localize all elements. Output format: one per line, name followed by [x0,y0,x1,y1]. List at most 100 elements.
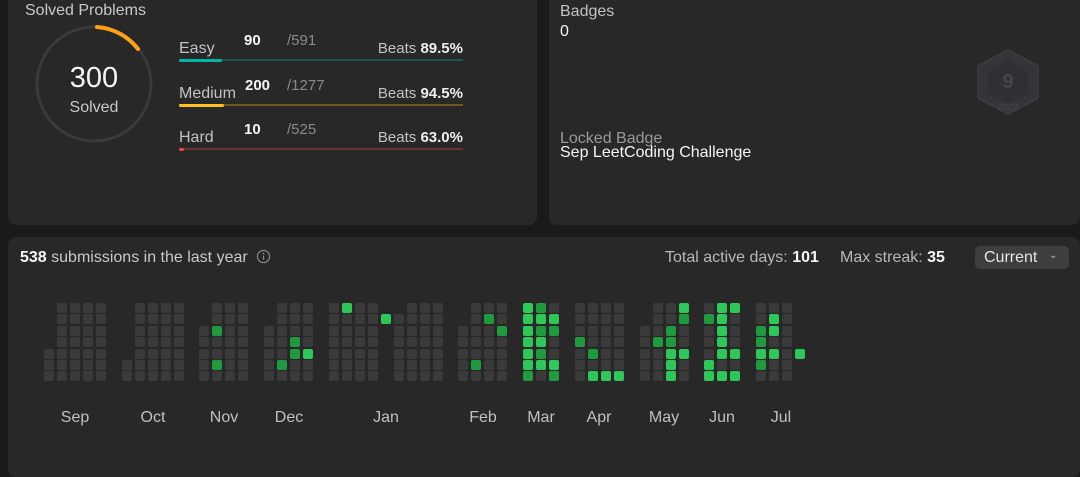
heatmap-day-cell[interactable] [44,360,54,370]
heatmap-day-cell[interactable] [575,371,585,381]
heatmap-day-cell[interactable] [212,360,222,370]
heatmap-day-cell[interactable] [161,349,171,359]
heatmap-day-cell[interactable] [161,337,171,347]
heatmap-day-cell[interactable] [614,314,624,324]
heatmap-day-cell[interactable] [704,303,714,313]
heatmap-day-cell[interactable] [471,303,481,313]
heatmap-day-cell[interactable] [290,360,300,370]
heatmap-day-cell[interactable] [342,337,352,347]
heatmap-day-cell[interactable] [44,371,54,381]
heatmap-day-cell[interactable] [433,371,443,381]
heatmap-day-cell[interactable] [614,337,624,347]
heatmap-day-cell[interactable] [679,360,689,370]
heatmap-day-cell[interactable] [238,360,248,370]
heatmap-day-cell[interactable] [225,349,235,359]
heatmap-day-cell[interactable] [549,326,559,336]
heatmap-day-cell[interactable] [290,314,300,324]
heatmap-day-cell[interactable] [484,349,494,359]
heatmap-day-cell[interactable] [135,303,145,313]
heatmap-day-cell[interactable] [212,303,222,313]
heatmap-day-cell[interactable] [497,371,507,381]
heatmap-day-cell[interactable] [70,326,80,336]
heatmap-day-cell[interactable] [83,360,93,370]
heatmap-day-cell[interactable] [264,326,274,336]
heatmap-day-cell[interactable] [666,303,676,313]
heatmap-day-cell[interactable] [588,371,598,381]
heatmap-day-cell[interactable] [148,326,158,336]
heatmap-day-cell[interactable] [238,337,248,347]
heatmap-day-cell[interactable] [161,360,171,370]
heatmap-day-cell[interactable] [135,326,145,336]
heatmap-day-cell[interactable] [342,314,352,324]
heatmap-day-cell[interactable] [433,349,443,359]
heatmap-day-cell[interactable] [161,314,171,324]
heatmap-day-cell[interactable] [420,303,430,313]
heatmap-day-cell[interactable] [458,360,468,370]
heatmap-day-cell[interactable] [148,303,158,313]
heatmap-day-cell[interactable] [174,371,184,381]
heatmap-day-cell[interactable] [756,349,766,359]
heatmap-day-cell[interactable] [342,360,352,370]
heatmap-day-cell[interactable] [536,326,546,336]
heatmap-day-cell[interactable] [458,337,468,347]
heatmap-day-cell[interactable] [588,360,598,370]
heatmap-day-cell[interactable] [225,360,235,370]
heatmap-day-cell[interactable] [575,349,585,359]
heatmap-day-cell[interactable] [769,326,779,336]
heatmap-day-cell[interactable] [458,326,468,336]
heatmap-day-cell[interactable] [368,314,378,324]
heatmap-day-cell[interactable] [756,360,766,370]
heatmap-day-cell[interactable] [394,349,404,359]
heatmap-day-cell[interactable] [355,303,365,313]
heatmap-day-cell[interactable] [394,371,404,381]
heatmap-day-cell[interactable] [497,326,507,336]
heatmap-day-cell[interactable] [174,349,184,359]
heatmap-day-cell[interactable] [497,349,507,359]
heatmap-day-cell[interactable] [368,337,378,347]
heatmap-day-cell[interactable] [679,326,689,336]
heatmap-day-cell[interactable] [342,349,352,359]
heatmap-day-cell[interactable] [717,314,727,324]
heatmap-day-cell[interactable] [575,360,585,370]
heatmap-day-cell[interactable] [368,360,378,370]
heatmap-day-cell[interactable] [96,326,106,336]
heatmap-day-cell[interactable] [666,337,676,347]
heatmap-day-cell[interactable] [523,303,533,313]
heatmap-day-cell[interactable] [277,303,287,313]
heatmap-day-cell[interactable] [199,326,209,336]
heatmap-day-cell[interactable] [303,303,313,313]
heatmap-day-cell[interactable] [96,371,106,381]
heatmap-day-cell[interactable] [730,371,740,381]
info-icon[interactable] [256,249,271,264]
heatmap-day-cell[interactable] [523,371,533,381]
heatmap-day-cell[interactable] [536,337,546,347]
heatmap-day-cell[interactable] [238,326,248,336]
heatmap-day-cell[interactable] [70,303,80,313]
heatmap-day-cell[interactable] [368,349,378,359]
heatmap-day-cell[interactable] [394,337,404,347]
heatmap-day-cell[interactable] [640,360,650,370]
heatmap-day-cell[interactable] [199,371,209,381]
heatmap-day-cell[interactable] [303,314,313,324]
heatmap-day-cell[interactable] [756,337,766,347]
heatmap-day-cell[interactable] [717,303,727,313]
heatmap-day-cell[interactable] [407,314,417,324]
heatmap-day-cell[interactable] [70,337,80,347]
heatmap-day-cell[interactable] [536,349,546,359]
heatmap-day-cell[interactable] [484,326,494,336]
heatmap-day-cell[interactable] [135,314,145,324]
heatmap-day-cell[interactable] [342,326,352,336]
heatmap-day-cell[interactable] [588,314,598,324]
heatmap-day-cell[interactable] [83,314,93,324]
heatmap-day-cell[interactable] [717,371,727,381]
heatmap-day-cell[interactable] [96,337,106,347]
heatmap-day-cell[interactable] [679,349,689,359]
heatmap-day-cell[interactable] [161,326,171,336]
heatmap-day-cell[interactable] [264,371,274,381]
heatmap-day-cell[interactable] [666,371,676,381]
heatmap-day-cell[interactable] [174,360,184,370]
heatmap-day-cell[interactable] [653,314,663,324]
heatmap-day-cell[interactable] [70,349,80,359]
heatmap-day-cell[interactable] [420,326,430,336]
heatmap-day-cell[interactable] [122,360,132,370]
